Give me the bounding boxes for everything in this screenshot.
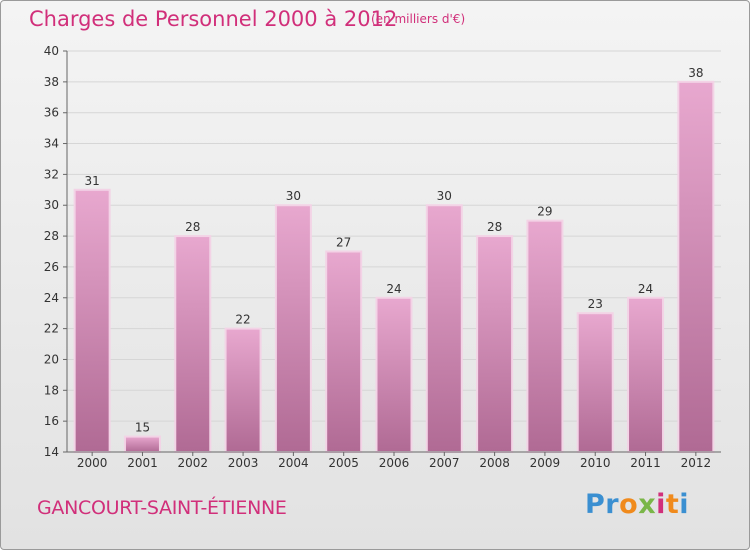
y-tick-label: 26 <box>44 260 59 274</box>
data-label: 23 <box>588 297 603 311</box>
logo-letter: P <box>585 489 606 520</box>
x-tick-label: 2000 <box>77 456 108 470</box>
data-label: 28 <box>487 220 502 234</box>
x-tick-label: 2007 <box>429 456 460 470</box>
bar <box>375 296 413 453</box>
chart-title: Charges de Personnel 2000 à 2012 <box>29 7 398 31</box>
bar <box>174 235 212 453</box>
x-tick-label: 2010 <box>580 456 611 470</box>
bar <box>476 235 514 453</box>
logo-letter: o <box>619 489 639 520</box>
axes: 14 16 18 20 22 24 26 28 30 32 34 36 38 40 2000 2001 2002… <box>44 44 721 470</box>
data-label: 30 <box>286 189 301 203</box>
logo-letter: t <box>665 489 680 520</box>
y-tick-label: 16 <box>44 414 59 428</box>
x-tick-label: 2009 <box>530 456 561 470</box>
chart-subtitle: (en milliers d'€) <box>371 12 466 26</box>
x-tick-label: 2006 <box>379 456 410 470</box>
y-tick-label: 28 <box>44 229 59 243</box>
y-tick-label: 22 <box>44 322 59 336</box>
data-label: 31 <box>85 174 100 188</box>
bar <box>325 250 363 453</box>
data-label: 24 <box>386 282 401 296</box>
data-label: 24 <box>638 282 653 296</box>
y-tick-label: 38 <box>44 75 59 89</box>
logo-letter: i <box>679 489 690 520</box>
bar <box>73 188 111 454</box>
data-label: 38 <box>688 66 703 80</box>
y-tick-label: 34 <box>44 137 59 151</box>
proxiti-logo[interactable]: Proxiti <box>585 489 689 520</box>
y-tick-label: 14 <box>44 445 59 459</box>
x-tick-label: 2002 <box>177 456 208 470</box>
data-label: 29 <box>537 205 552 219</box>
bar <box>274 204 312 453</box>
y-tick-label: 40 <box>44 44 59 58</box>
bar <box>123 435 161 454</box>
y-tick-label: 18 <box>44 383 59 397</box>
bar <box>224 327 262 453</box>
logo-letter: x <box>638 489 657 520</box>
bar <box>576 312 614 454</box>
y-tick-label: 36 <box>44 106 59 120</box>
x-tick-label: 2001 <box>127 456 158 470</box>
data-label: 22 <box>235 313 250 327</box>
x-tick-label: 2008 <box>479 456 510 470</box>
bars: 31 15 28 22 30 27 24 30 28 29 23 24 38 <box>73 66 715 454</box>
data-label: 28 <box>185 220 200 234</box>
x-tick-label: 2005 <box>328 456 359 470</box>
bar <box>425 204 463 453</box>
x-tick-label: 2004 <box>278 456 309 470</box>
y-tick-label: 24 <box>44 291 59 305</box>
x-tick-label: 2011 <box>630 456 661 470</box>
data-label: 27 <box>336 236 351 250</box>
x-tick-label: 2003 <box>228 456 259 470</box>
y-tick-label: 20 <box>44 352 59 366</box>
x-tick-label: 2012 <box>681 456 712 470</box>
data-label: 15 <box>135 421 150 435</box>
commune-name: GANCOURT-SAINT-ÉTIENNE <box>37 497 287 519</box>
bar <box>627 296 665 453</box>
bar <box>677 80 715 453</box>
data-label: 30 <box>437 189 452 203</box>
logo-letter: r <box>605 489 620 520</box>
bar <box>526 219 564 453</box>
y-tick-label: 32 <box>44 167 59 181</box>
y-tick-label: 30 <box>44 198 59 212</box>
logo-letter: i <box>656 489 666 520</box>
